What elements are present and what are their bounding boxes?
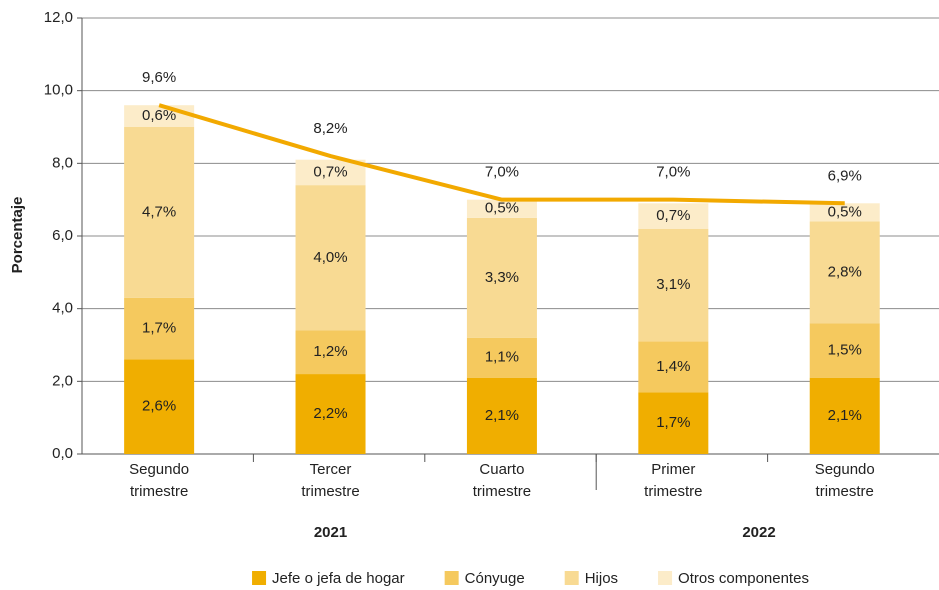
y-axis-label: Porcentaje bbox=[9, 197, 26, 274]
legend-swatch bbox=[444, 571, 459, 585]
y-tick-label: 10,0 bbox=[44, 82, 73, 99]
group-label: 2021 bbox=[314, 524, 347, 541]
bar-segment bbox=[466, 377, 537, 454]
data-label: 1,2% bbox=[313, 343, 347, 360]
data-label: 1,7% bbox=[142, 320, 176, 337]
bar-segment bbox=[638, 341, 709, 393]
y-tick-label: 12,0 bbox=[44, 9, 73, 26]
data-label: 1,7% bbox=[656, 414, 690, 431]
total-label: 6,9% bbox=[828, 167, 862, 184]
data-label: 2,1% bbox=[828, 407, 862, 424]
bar-segment bbox=[809, 221, 880, 324]
x-tick-label: Segundo trimestre bbox=[815, 461, 875, 500]
bar-segment bbox=[809, 377, 880, 454]
total-label: 7,0% bbox=[485, 164, 519, 181]
group-label: 2022 bbox=[742, 524, 775, 541]
total-label: 9,6% bbox=[142, 69, 176, 86]
legend-swatch bbox=[564, 571, 579, 585]
x-tick-label: Cuarto trimestre bbox=[473, 461, 531, 500]
bar-segment bbox=[809, 203, 880, 222]
y-tick-label: 2,0 bbox=[52, 372, 73, 389]
legend-swatch bbox=[252, 571, 267, 585]
y-tick-label: 4,0 bbox=[52, 300, 73, 317]
data-label: 1,4% bbox=[656, 358, 690, 375]
bar-segment bbox=[466, 199, 537, 218]
data-label: 2,8% bbox=[828, 263, 862, 280]
bar-segment bbox=[295, 374, 366, 454]
data-label: 3,3% bbox=[485, 269, 519, 286]
data-label: 3,1% bbox=[656, 276, 690, 293]
x-tick-label: Tercer trimestre bbox=[301, 461, 359, 500]
legend-label: Hijos bbox=[585, 570, 618, 587]
data-label: 0,5% bbox=[828, 203, 862, 220]
data-label: 0,5% bbox=[485, 200, 519, 217]
total-label: 8,2% bbox=[313, 120, 347, 137]
data-label: 1,1% bbox=[485, 349, 519, 366]
bar-segment bbox=[295, 330, 366, 375]
data-label: 0,6% bbox=[142, 107, 176, 124]
data-label: 1,5% bbox=[828, 341, 862, 358]
bar-segment bbox=[809, 323, 880, 378]
data-label: 2,6% bbox=[142, 398, 176, 415]
bar-segment bbox=[124, 127, 195, 298]
y-tick-label: 6,0 bbox=[52, 227, 73, 244]
bar-segment bbox=[638, 203, 709, 229]
legend-label: Jefe o jefa de hogar bbox=[272, 570, 405, 587]
bar-segment bbox=[638, 228, 709, 342]
bar-segment bbox=[638, 392, 709, 454]
legend-label: Cónyuge bbox=[465, 570, 525, 587]
legend-label: Otros componentes bbox=[678, 570, 809, 587]
bar-segment bbox=[466, 337, 537, 378]
x-tick-label: Segundo trimestre bbox=[129, 461, 189, 500]
data-label: 2,2% bbox=[313, 405, 347, 422]
data-label: 4,0% bbox=[313, 249, 347, 266]
legend-swatch bbox=[658, 571, 673, 585]
data-label: 2,1% bbox=[485, 407, 519, 424]
total-line bbox=[158, 103, 845, 206]
x-tick-label: Primer trimestre bbox=[644, 461, 702, 500]
data-label: 0,7% bbox=[656, 207, 690, 224]
bar-segment bbox=[124, 359, 195, 454]
data-label: 0,7% bbox=[313, 163, 347, 180]
data-label: 4,7% bbox=[142, 203, 176, 220]
bar-segment bbox=[466, 217, 537, 338]
total-label: 7,0% bbox=[656, 164, 690, 181]
y-tick-label: 0,0 bbox=[52, 445, 73, 462]
bar-segment bbox=[295, 185, 366, 331]
y-tick-label: 8,0 bbox=[52, 154, 73, 171]
bar-segment bbox=[124, 297, 195, 360]
